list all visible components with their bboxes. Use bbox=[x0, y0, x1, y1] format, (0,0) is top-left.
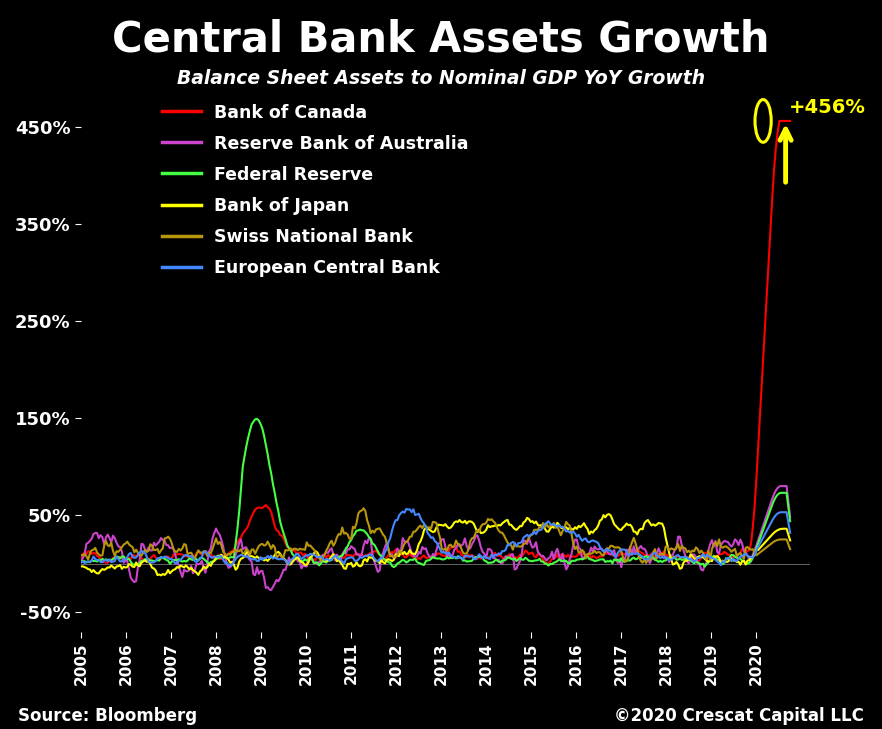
Legend: Bank of Canada, Reserve Bank of Australia, Federal Reserve, Bank of Japan, Swiss: Bank of Canada, Reserve Bank of Australi… bbox=[155, 96, 475, 284]
Text: Central Bank Assets Growth: Central Bank Assets Growth bbox=[112, 18, 770, 61]
Text: Source: Bloomberg: Source: Bloomberg bbox=[18, 707, 197, 725]
Text: Balance Sheet Assets to Nominal GDP YoY Growth: Balance Sheet Assets to Nominal GDP YoY … bbox=[177, 69, 705, 88]
Text: ©2020 Crescat Capital LLC: ©2020 Crescat Capital LLC bbox=[615, 707, 864, 725]
Text: +456%: +456% bbox=[789, 98, 865, 117]
